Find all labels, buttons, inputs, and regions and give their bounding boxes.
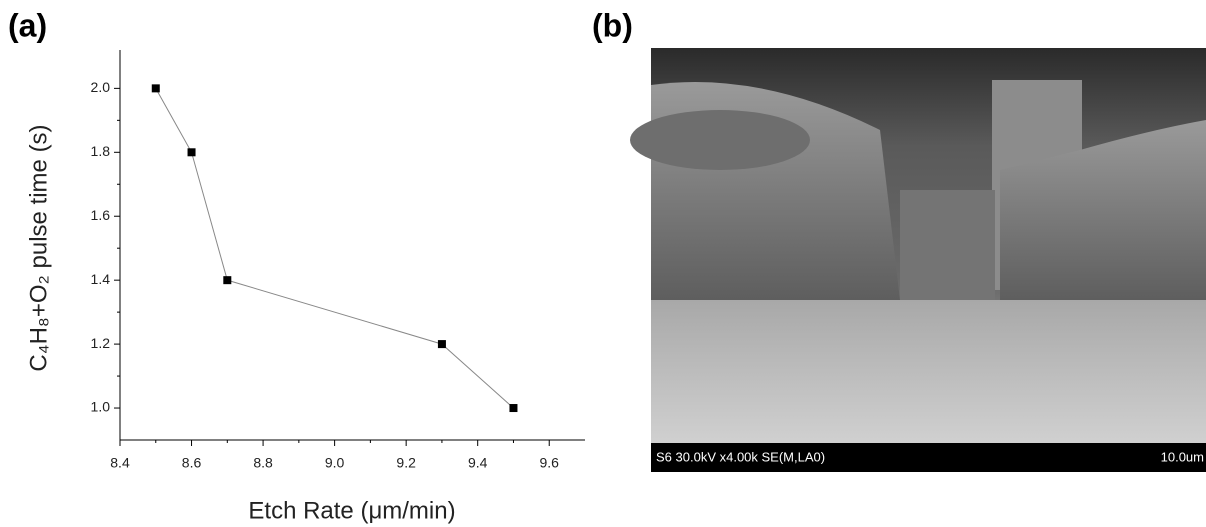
x-tick-label: 8.6 [182,455,202,471]
sem-image: S6 30.0kV x4.00k SE(M,LA0) 10.0um [630,48,1206,472]
sem-structure [630,110,810,170]
sem-info-bar [651,443,1206,472]
y-tick-label: 1.4 [91,271,111,287]
data-point [187,148,196,157]
y-tick-label: 1.6 [91,207,111,223]
series-line [155,88,514,409]
y-axis-label: C₄H₈+O₂ pulse time (s) [25,124,52,371]
data-point [509,404,518,413]
panel-label: (a) [8,7,47,43]
y-tick-label: 1.2 [91,335,111,351]
x-tick-label: 9.2 [396,455,416,471]
sem-scale-bar: 10.0um [1161,449,1204,464]
sem-structure [900,190,995,300]
sem-structure [1000,120,1206,300]
panel-label: (b) [592,7,633,43]
x-tick-label: 8.8 [253,455,273,471]
x-tick-label: 8.4 [110,455,130,471]
data-point [223,276,232,285]
sem-nanograss [651,300,1206,443]
y-tick-label: 1.8 [91,143,111,159]
x-axis-label: Etch Rate (μm/min) [248,497,455,524]
x-tick-label: 9.4 [468,455,488,471]
x-tick-label: 9.0 [325,455,345,471]
y-tick-label: 1.0 [91,399,111,415]
y-tick-label: 2.0 [91,79,111,95]
x-tick-label: 9.6 [539,455,559,471]
data-point [151,84,160,93]
data-point [437,340,446,349]
sem-info: S6 30.0kV x4.00k SE(M,LA0) [656,449,825,464]
